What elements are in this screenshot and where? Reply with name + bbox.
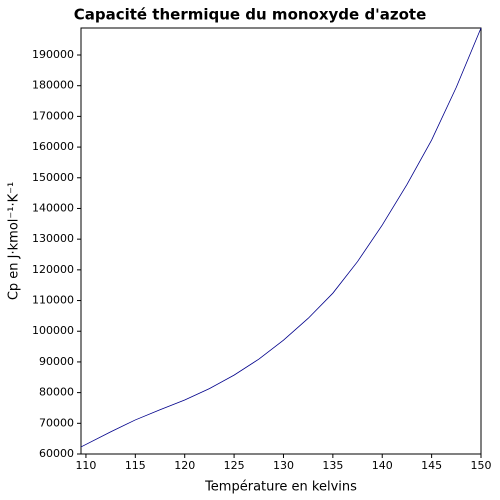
x-tick-label: 135 (322, 459, 343, 472)
y-tick-label: 60000 (39, 447, 74, 460)
data-line (80, 27, 482, 448)
y-axis-label: Cp en J·kmol⁻¹·K⁻¹ (7, 182, 22, 300)
y-tick-label: 150000 (32, 171, 74, 184)
x-axis-label: Température en kelvins (204, 480, 357, 495)
y-tick-label: 110000 (32, 294, 74, 307)
x-tick-label: 150 (471, 459, 492, 472)
x-tick-label: 130 (273, 459, 294, 472)
y-tick-label: 70000 (39, 416, 74, 429)
x-tick-label: 110 (75, 459, 96, 472)
y-tick-label: 120000 (32, 263, 74, 276)
y-tick-label: 180000 (32, 79, 74, 92)
y-tick-label: 190000 (32, 48, 74, 61)
chart-title: Capacité thermique du monoxyde d'azote (74, 6, 427, 24)
x-tick-label: 125 (224, 459, 245, 472)
y-tick-label: 90000 (39, 355, 74, 368)
x-tick-label: 145 (421, 459, 442, 472)
y-tick-label: 100000 (32, 324, 74, 337)
y-tick-label: 80000 (39, 386, 74, 399)
y-tick-label: 170000 (32, 109, 74, 122)
x-tick-label: 140 (372, 459, 393, 472)
plot-frame (80, 27, 482, 455)
y-tick-label: 140000 (32, 201, 74, 214)
y-tick-label: 130000 (32, 232, 74, 245)
x-tick-label: 120 (174, 459, 195, 472)
x-tick-label: 115 (125, 459, 146, 472)
y-tick-label: 160000 (32, 140, 74, 153)
